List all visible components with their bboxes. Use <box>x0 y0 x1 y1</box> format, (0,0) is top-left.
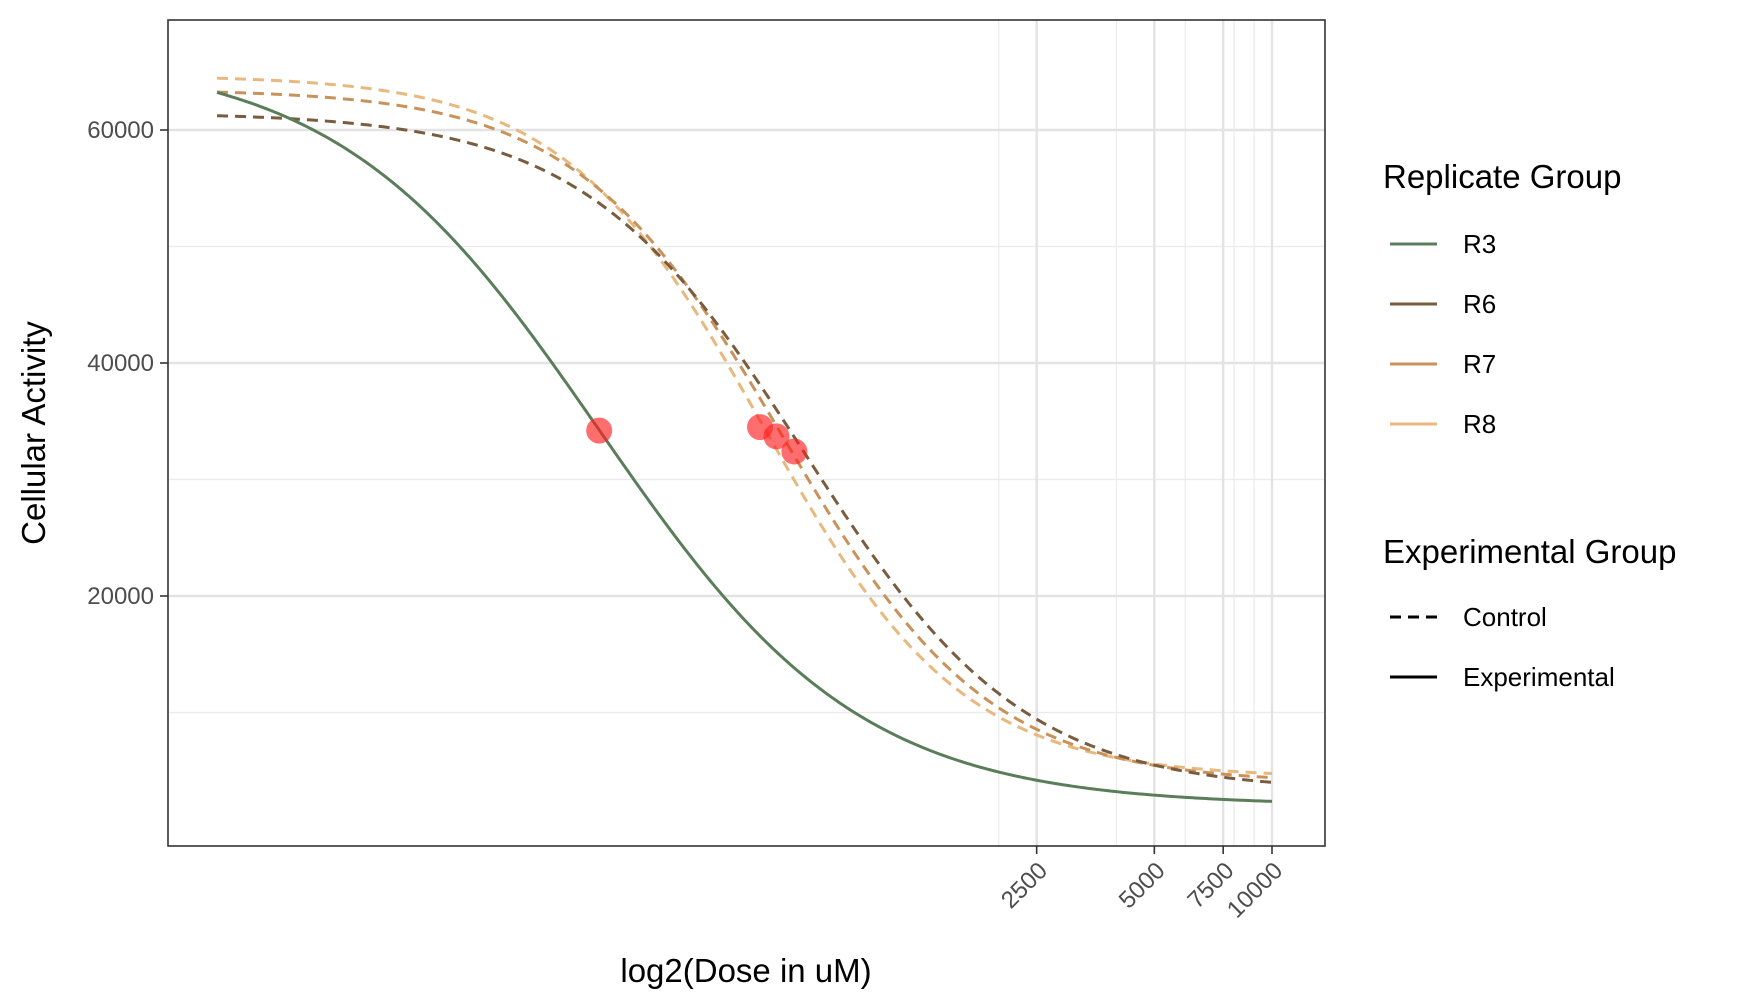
legend-label-r7: R7 <box>1463 349 1496 379</box>
x-axis-title: log2(Dose in uM) <box>620 952 871 989</box>
legend-label-r6: R6 <box>1463 289 1496 319</box>
legend-label-experimental: Experimental <box>1463 662 1615 692</box>
legend-replicate-items: R3 R6 R7 R8 <box>1390 229 1496 439</box>
y-axis-title: Cellular Activity <box>15 321 52 545</box>
y-tick-label: 20000 <box>87 583 154 610</box>
y-axis: 20000 40000 60000 <box>87 117 168 610</box>
x-tick-label: 5000 <box>1114 857 1171 914</box>
legend-label-r3: R3 <box>1463 229 1496 259</box>
x-tick-label: 2500 <box>996 857 1053 914</box>
legend-label-r8: R8 <box>1463 409 1496 439</box>
y-tick-label: 60000 <box>87 117 154 144</box>
curve-r7 <box>216 90 1273 780</box>
panel-border <box>167 19 1326 847</box>
legend-experimental-items: Control Experimental <box>1390 602 1615 692</box>
dose-response-curves <box>216 76 1273 803</box>
legend-label-control: Control <box>1463 602 1547 632</box>
y-tick-label: 40000 <box>87 350 154 377</box>
minor-grid <box>168 20 1325 846</box>
data-point <box>781 438 808 465</box>
legend-title-experimental: Experimental Group <box>1383 533 1676 570</box>
legend: Replicate Group R3 R6 R7 R8 Experimental Gr… <box>1383 158 1676 692</box>
data-point <box>586 417 613 444</box>
legend-title-replicate: Replicate Group <box>1383 158 1621 195</box>
curve-r3 <box>216 91 1273 803</box>
x-tick-label: 10000 <box>1222 857 1288 923</box>
major-grid <box>168 20 1325 846</box>
data-points <box>586 414 808 465</box>
panel-background <box>168 20 1325 846</box>
data-point <box>763 423 790 450</box>
curve-r6 <box>216 114 1273 784</box>
